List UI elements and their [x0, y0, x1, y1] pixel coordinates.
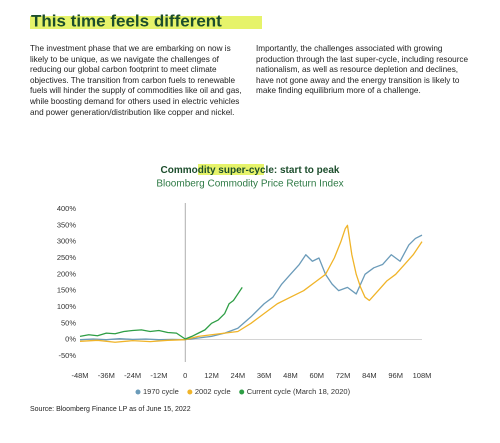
source: Source: Bloomberg Finance LP as of June … [30, 406, 191, 413]
chart-title-part: super-cycle: [218, 165, 277, 176]
x-tick-label: 108M [413, 371, 432, 380]
x-tick-label: 48M [283, 371, 298, 380]
y-tick-label: 50% [61, 318, 76, 327]
paragraph: Importantly, the challenges associated w… [256, 44, 469, 96]
x-tick-label: -48M [71, 371, 88, 380]
chart-title: Commodity super-cycle: start to peak [161, 165, 340, 176]
series-line [79, 224, 423, 343]
y-tick-label: 250% [57, 253, 77, 262]
x-tick-label: -12M [150, 371, 167, 380]
y-tick-label: 350% [57, 220, 77, 229]
series-line [79, 287, 243, 340]
legend-marker [135, 389, 141, 395]
paragraph: The investment phase that we are embarki… [30, 44, 242, 117]
legend-label: 2002 cycle [195, 387, 231, 396]
title-highlight [30, 16, 262, 29]
y-tick-label: 150% [57, 286, 77, 295]
y-tick-label: 300% [57, 237, 77, 246]
chart-subtitle: Bloomberg Commodity Price Return Index [156, 179, 343, 190]
y-tick-label: 100% [57, 302, 77, 311]
legend-label: 1970 cycle [143, 387, 179, 396]
x-tick-label: -24M [124, 371, 141, 380]
x-tick-label: 12M [204, 371, 219, 380]
x-tick-label: 24M [231, 371, 246, 380]
y-tick-label: 200% [57, 269, 77, 278]
legend-marker [239, 389, 245, 395]
y-tick-label: 0% [65, 335, 76, 344]
y-tick-label: 400% [57, 204, 77, 213]
y-tick-label: -50% [58, 351, 76, 360]
x-tick-label: 84M [362, 371, 377, 380]
x-tick-label: 72M [336, 371, 351, 380]
x-tick-label: -36M [98, 371, 115, 380]
series-line [79, 234, 423, 341]
page-title: This time feels different [31, 11, 222, 30]
x-tick-label: 0 [183, 371, 187, 380]
highlight [198, 164, 264, 175]
x-tick-label: 96M [388, 371, 403, 380]
legend-marker [187, 389, 193, 395]
x-tick-label: 36M [257, 371, 272, 380]
legend-label: Current cycle (March 18, 2020) [247, 387, 351, 396]
chart-title-part: start to peak [280, 165, 340, 176]
chart-title-part: Commodity [161, 165, 216, 176]
x-tick-label: 60M [309, 371, 324, 380]
